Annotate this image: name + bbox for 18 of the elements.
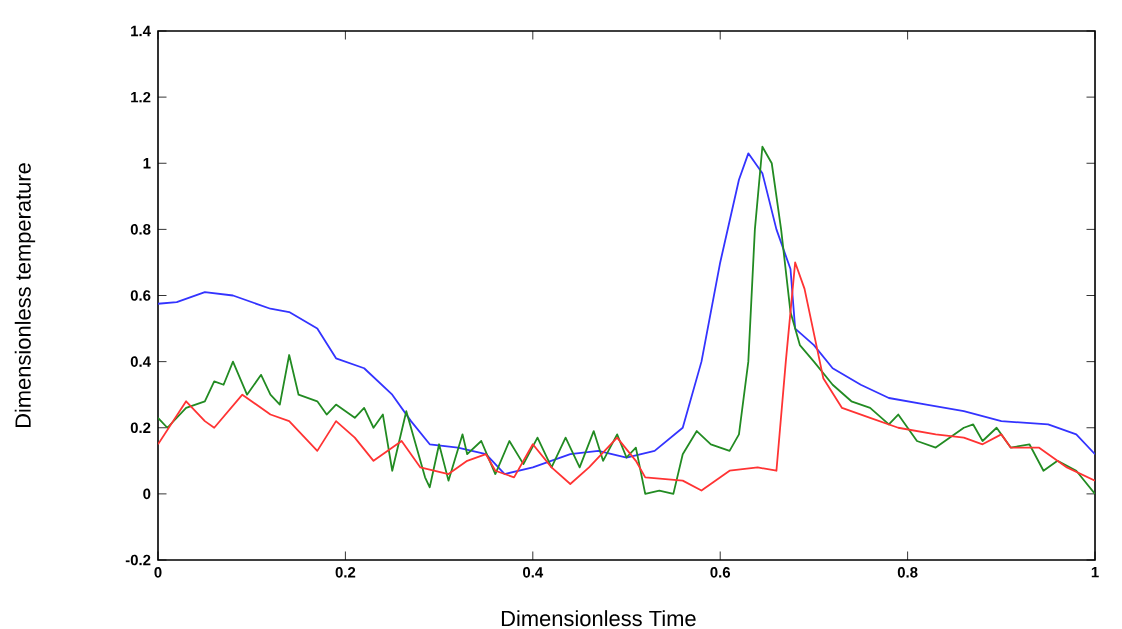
y-tick-label: 1 [143, 158, 151, 169]
x-tick-label: 0.4 [523, 567, 544, 578]
y-tick-label: -0.2 [125, 554, 151, 566]
y-tick-label: 0.8 [130, 224, 151, 235]
y-tick-label: 0.4 [130, 356, 151, 367]
x-axis-title: Dimensionless Time [501, 610, 696, 627]
x-tick-label: 0.8 [897, 567, 918, 578]
y-tick-label: 0.6 [130, 290, 151, 301]
x-tick-label: 0.6 [710, 567, 731, 578]
y-tick-label: 0 [143, 488, 151, 500]
x-tick-label: 1 [1091, 567, 1099, 578]
y-tick-label: 1.4 [131, 25, 151, 37]
x-tick-label: 0.2 [335, 567, 356, 578]
y-tick-label: 0.2 [130, 422, 151, 434]
x-tick-label: 0 [154, 567, 162, 578]
line-series [158, 261, 1096, 492]
y-axis-title: Dimensionless temperature [14, 163, 36, 428]
y-tick-label: 1.2 [131, 91, 151, 103]
